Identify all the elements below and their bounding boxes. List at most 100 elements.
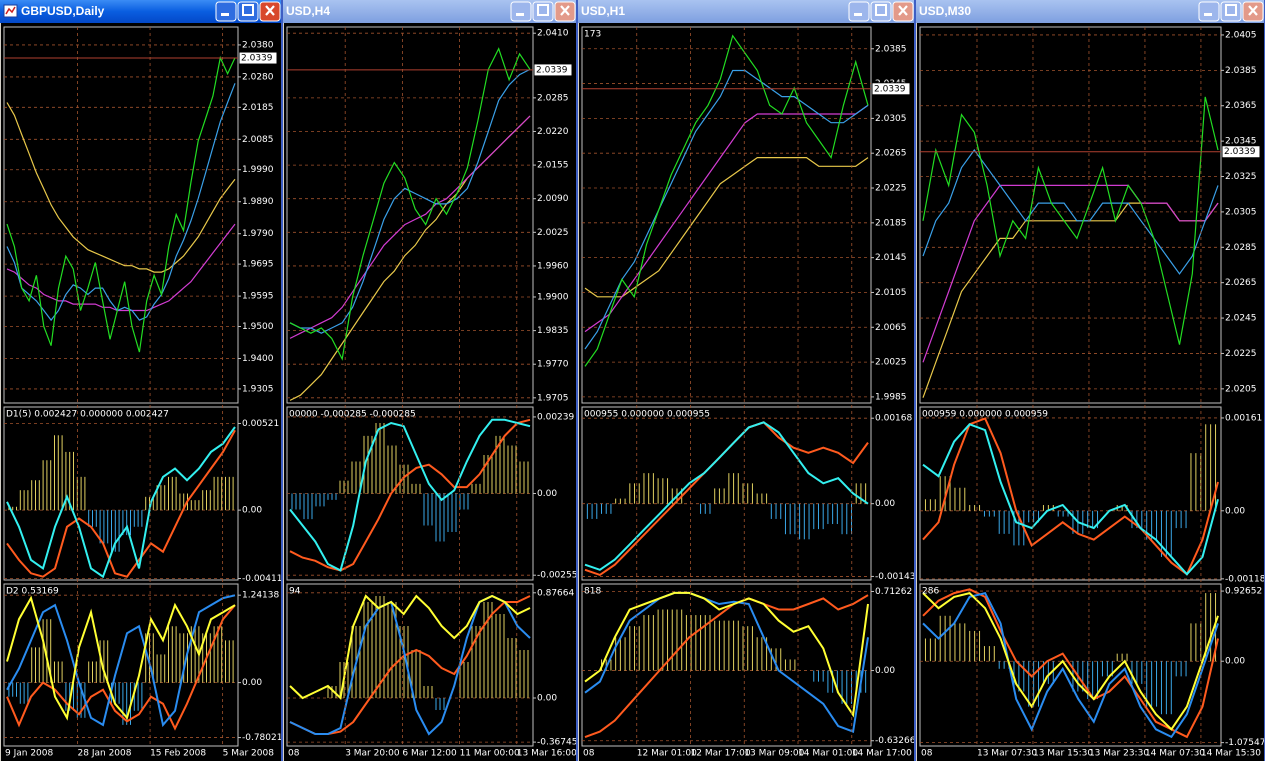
x-tick-label: 6 Mar 12:00: [402, 749, 457, 759]
chart-area: [579, 23, 914, 761]
y-tick-label: 0.00: [242, 678, 262, 688]
price-label: 2.0339: [241, 54, 273, 64]
price-label: 2.0339: [1224, 147, 1256, 157]
y-tick-label: 2.0225: [1225, 349, 1257, 359]
y-tick-label: 0.00: [875, 499, 895, 509]
title-bar: [578, 0, 915, 23]
panel-frame: [919, 26, 1222, 404]
x-tick-label: 14 Mar 15:30: [1201, 749, 1261, 759]
minimize-glyph: [516, 13, 524, 16]
indicator-line: [922, 184, 1219, 363]
y-tick-label: 1.9890: [242, 197, 274, 207]
y-tick-label: 2.0405: [1225, 30, 1257, 40]
y-tick-label: 0.00521: [242, 419, 279, 429]
y-tick-label: 1.9990: [242, 165, 274, 175]
indicator-line: [584, 34, 869, 367]
y-tick-label: 1.9960: [537, 261, 569, 271]
maximize-glyph: [537, 4, 549, 16]
y-tick-label: 1.9595: [242, 292, 274, 302]
indicator-line: [922, 591, 1219, 731]
x-tick-label: 13 Mar 09:00: [744, 749, 804, 759]
y-tick-label: 0.00: [537, 489, 557, 499]
price-label: 2.0339: [536, 65, 568, 75]
panel-frame: [581, 26, 872, 404]
y-tick-label: 2.0285: [537, 93, 569, 103]
window-title: USD,H1: [581, 4, 625, 18]
y-tick-label: 1.9305: [242, 384, 274, 394]
indicator-line: [584, 157, 869, 298]
y-tick-label: 2.0305: [875, 114, 907, 124]
minimize-button[interactable]: [848, 1, 870, 22]
x-tick-label: 12 Mar 17:00: [691, 749, 751, 759]
y-tick-label: 2.0265: [875, 149, 907, 159]
panel-label: 000959 0.000000 0.000959: [922, 410, 1048, 420]
minimize-glyph: [1204, 13, 1212, 16]
y-tick-label: 2.0410: [537, 29, 569, 39]
y-tick-label: 2.0185: [875, 218, 907, 228]
minimize-button[interactable]: [215, 1, 237, 22]
y-tick-label: -0.00143: [875, 572, 915, 582]
y-tick-label: 2.0105: [875, 288, 907, 298]
x-tick-label: 13 Mar 07:30: [977, 749, 1037, 759]
y-tick-label: 2.0345: [1225, 137, 1257, 147]
y-tick-label: 2.0365: [1225, 101, 1257, 111]
indicator-line: [6, 223, 236, 312]
y-tick-label: 1.9705: [537, 393, 569, 403]
indicator-line: [289, 115, 531, 339]
x-tick-label: 13 Mar 16:00: [517, 749, 577, 759]
indicator-line: [289, 68, 531, 334]
y-tick-label: -0.78021: [242, 733, 282, 743]
y-tick-label: 0.00: [1225, 506, 1245, 516]
y-tick-label: 2.0065: [875, 323, 907, 333]
chart-area: [284, 23, 576, 761]
window-title: USD,M30: [919, 4, 971, 18]
y-tick-label: 1.9500: [242, 322, 274, 332]
x-tick-label: 08: [288, 749, 300, 759]
y-tick-label: 2.0185: [242, 103, 274, 113]
indicator-line: [584, 421, 869, 571]
indicator-line: [289, 594, 531, 701]
y-tick-label: 0.87664: [537, 588, 574, 598]
panel-frame: [919, 583, 1222, 747]
y-tick-label: 2.0380: [242, 40, 274, 50]
y-tick-label: 2.0245: [1225, 314, 1257, 324]
panel-frame: [3, 406, 239, 581]
y-tick-label: 2.0025: [875, 358, 907, 368]
indicator-line: [289, 418, 531, 572]
y-tick-label: 2.0155: [537, 161, 569, 171]
price-label-box: [1221, 145, 1261, 159]
x-tick-label: 5 Mar 2008: [223, 749, 275, 759]
x-tick-label: 11 Mar 00:00: [460, 749, 520, 759]
indicator-line: [289, 418, 531, 572]
minimize-button[interactable]: [510, 1, 532, 22]
y-tick-label: 2.0280: [242, 72, 274, 82]
maximize-glyph: [875, 4, 887, 16]
y-tick-label: 1.9835: [537, 326, 569, 336]
minimize-glyph: [854, 13, 862, 16]
panel-frame: [286, 583, 534, 747]
y-tick-label: 2.0085: [242, 135, 274, 145]
title-bar: [0, 0, 282, 23]
indicator-line: [6, 595, 236, 721]
y-tick-label: 1.9790: [242, 229, 274, 239]
minimize-button[interactable]: [1198, 1, 1220, 22]
x-tick-label: 08: [921, 749, 933, 759]
x-tick-label: 14 Mar 07:30: [1145, 749, 1205, 759]
chart-area: [917, 23, 1264, 761]
y-tick-label: -0.00118: [1225, 574, 1265, 584]
close-glyph: [265, 5, 275, 16]
y-tick-label: 0.00: [1225, 657, 1245, 667]
y-tick-label: 2.0325: [1225, 172, 1257, 182]
x-tick-label: 9 Jan 2008: [5, 749, 53, 759]
y-tick-label: 2.0090: [537, 194, 569, 204]
close-glyph: [898, 5, 908, 16]
panel-label: 818: [584, 587, 601, 597]
x-tick-label: 12 Mar 01:00: [637, 749, 697, 759]
title-bar: [916, 0, 1265, 23]
indicator-line: [6, 426, 236, 579]
y-tick-label: 1.9695: [242, 260, 274, 270]
x-tick-label: 14 Mar 01:00: [798, 749, 858, 759]
indicator-line: [922, 423, 1219, 576]
